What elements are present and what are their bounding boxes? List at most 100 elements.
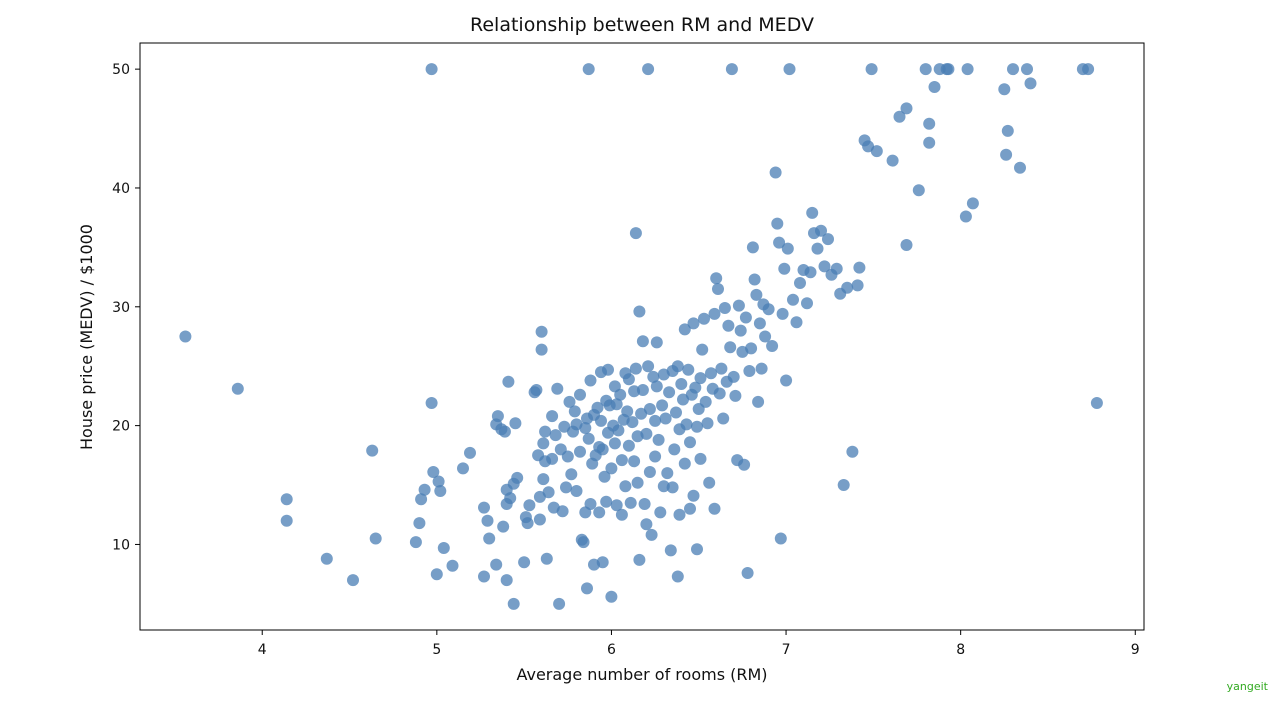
data-point bbox=[535, 343, 548, 356]
data-point bbox=[998, 83, 1011, 96]
data-point bbox=[530, 384, 543, 396]
data-point bbox=[610, 499, 623, 512]
data-point bbox=[671, 570, 684, 583]
data-point bbox=[574, 445, 586, 458]
data-point bbox=[596, 556, 609, 569]
data-point bbox=[774, 532, 787, 545]
data-point bbox=[654, 506, 667, 519]
data-point bbox=[722, 319, 735, 332]
y-axis: 10 20 30 40 50 bbox=[112, 62, 140, 553]
data-point bbox=[478, 570, 490, 583]
data-point bbox=[457, 462, 469, 475]
data-point bbox=[666, 481, 679, 494]
data-point bbox=[663, 386, 676, 399]
data-point bbox=[179, 330, 192, 343]
data-point bbox=[678, 457, 691, 470]
data-point bbox=[535, 325, 548, 338]
data-point bbox=[923, 117, 936, 130]
data-point bbox=[804, 266, 817, 279]
data-point bbox=[678, 323, 691, 336]
data-point bbox=[652, 433, 665, 446]
data-point bbox=[766, 340, 779, 352]
data-point bbox=[582, 432, 595, 445]
data-point bbox=[671, 360, 684, 373]
data-point bbox=[1007, 63, 1019, 76]
data-point bbox=[698, 312, 710, 325]
data-point bbox=[790, 316, 803, 329]
data-point bbox=[657, 480, 670, 493]
data-point bbox=[680, 418, 693, 431]
data-point bbox=[636, 335, 649, 348]
data-point bbox=[596, 443, 609, 456]
data-point bbox=[635, 407, 648, 420]
y-tick-label: 10 bbox=[112, 537, 130, 553]
data-point bbox=[574, 388, 586, 401]
data-point bbox=[413, 517, 426, 530]
data-point bbox=[677, 393, 689, 406]
data-point bbox=[491, 410, 504, 423]
data-point bbox=[507, 597, 520, 610]
data-point bbox=[638, 498, 651, 510]
x-axis-label: Average number of rooms (RM) bbox=[516, 665, 767, 684]
data-point bbox=[851, 279, 864, 292]
data-point bbox=[640, 518, 653, 531]
data-point bbox=[724, 341, 737, 354]
data-point bbox=[691, 543, 703, 556]
x-axis: 4 5 6 7 8 9 bbox=[258, 630, 1140, 658]
y-tick-label: 40 bbox=[112, 181, 130, 197]
data-point bbox=[511, 471, 524, 484]
data-point bbox=[434, 485, 447, 497]
data-point bbox=[561, 450, 574, 463]
data-point bbox=[549, 429, 562, 442]
y-tick-label: 50 bbox=[112, 62, 130, 78]
data-point bbox=[715, 362, 728, 375]
data-point bbox=[713, 387, 726, 400]
plot-frame bbox=[139, 42, 1145, 631]
data-point bbox=[841, 281, 854, 294]
data-point bbox=[581, 582, 593, 595]
data-point bbox=[464, 446, 476, 459]
data-point bbox=[745, 342, 758, 355]
data-point bbox=[642, 63, 655, 76]
data-point bbox=[280, 493, 293, 506]
data-point bbox=[752, 395, 765, 408]
data-point bbox=[769, 166, 782, 179]
data-point bbox=[500, 574, 513, 587]
data-point bbox=[703, 476, 716, 489]
data-point bbox=[425, 63, 438, 76]
data-point bbox=[643, 403, 656, 415]
data-point bbox=[762, 303, 775, 316]
data-point bbox=[446, 559, 459, 572]
data-point bbox=[280, 514, 293, 527]
data-point bbox=[822, 233, 834, 246]
data-point bbox=[542, 486, 555, 499]
data-point bbox=[546, 410, 559, 423]
data-point bbox=[231, 382, 244, 395]
data-point bbox=[509, 417, 522, 430]
data-point bbox=[787, 293, 799, 306]
data-point bbox=[701, 417, 714, 430]
data-point bbox=[608, 437, 621, 450]
data-point bbox=[612, 424, 625, 437]
data-point bbox=[1024, 77, 1037, 90]
data-point bbox=[605, 462, 618, 475]
data-point bbox=[647, 370, 660, 383]
data-point bbox=[718, 302, 731, 314]
data-point bbox=[633, 305, 646, 318]
data-point bbox=[425, 397, 438, 409]
x-tick-label: 6 bbox=[607, 642, 616, 658]
data-point bbox=[783, 63, 796, 76]
data-point bbox=[656, 399, 669, 412]
data-point bbox=[846, 445, 859, 458]
data-point bbox=[577, 536, 590, 549]
data-point bbox=[928, 81, 941, 93]
y-tick-label: 30 bbox=[112, 300, 130, 316]
data-point bbox=[870, 145, 883, 158]
data-point bbox=[579, 422, 592, 434]
data-point bbox=[1090, 397, 1103, 409]
data-point bbox=[533, 513, 546, 526]
data-point bbox=[815, 224, 827, 237]
data-point bbox=[717, 412, 730, 425]
data-point bbox=[628, 385, 641, 398]
data-point bbox=[696, 343, 709, 356]
